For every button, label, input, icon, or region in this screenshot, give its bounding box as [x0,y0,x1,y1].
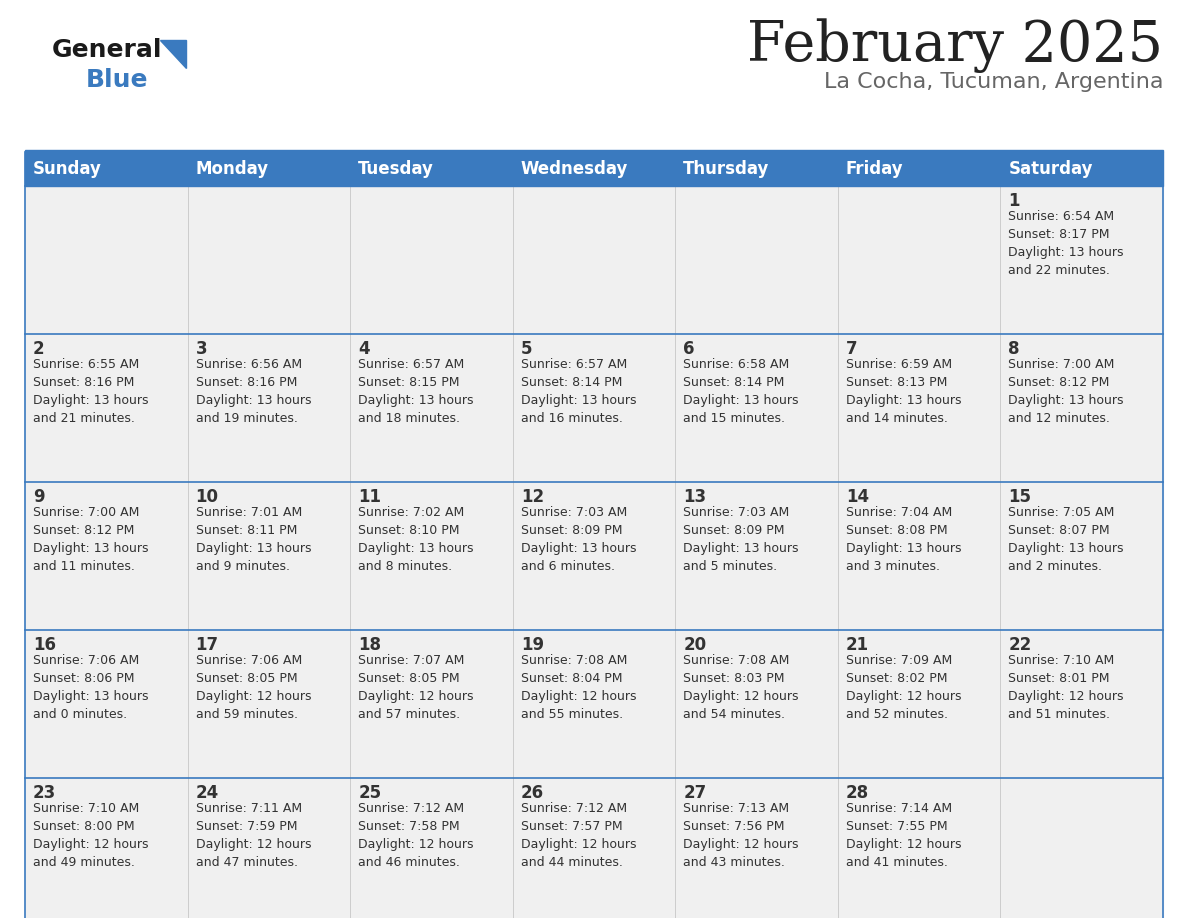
Text: Sunrise: 7:06 AM
Sunset: 8:06 PM
Daylight: 13 hours
and 0 minutes.: Sunrise: 7:06 AM Sunset: 8:06 PM Dayligh… [33,654,148,721]
Bar [25,150,1163,152]
Text: Sunrise: 6:59 AM
Sunset: 8:13 PM
Daylight: 13 hours
and 14 minutes.: Sunrise: 6:59 AM Sunset: 8:13 PM Dayligh… [846,358,961,425]
Text: Sunrise: 7:13 AM
Sunset: 7:56 PM
Daylight: 12 hours
and 43 minutes.: Sunrise: 7:13 AM Sunset: 7:56 PM Dayligh… [683,802,798,869]
Text: 19: 19 [520,636,544,654]
Text: 8: 8 [1009,340,1020,358]
Text: 22: 22 [1009,636,1031,654]
Text: 16: 16 [33,636,56,654]
Text: Sunrise: 7:03 AM
Sunset: 8:09 PM
Daylight: 13 hours
and 5 minutes.: Sunrise: 7:03 AM Sunset: 8:09 PM Dayligh… [683,506,798,573]
Text: Sunday: Sunday [33,160,102,178]
Text: 21: 21 [846,636,868,654]
Text: Sunrise: 7:00 AM
Sunset: 8:12 PM
Daylight: 13 hours
and 11 minutes.: Sunrise: 7:00 AM Sunset: 8:12 PM Dayligh… [33,506,148,573]
Bar [25,186,1163,334]
Text: Monday: Monday [196,160,268,178]
Text: 23: 23 [33,784,56,802]
Text: Wednesday: Wednesday [520,160,628,178]
Text: 27: 27 [683,784,707,802]
Text: Sunrise: 7:14 AM
Sunset: 7:55 PM
Daylight: 12 hours
and 41 minutes.: Sunrise: 7:14 AM Sunset: 7:55 PM Dayligh… [846,802,961,869]
Text: Sunrise: 6:57 AM
Sunset: 8:15 PM
Daylight: 13 hours
and 18 minutes.: Sunrise: 6:57 AM Sunset: 8:15 PM Dayligh… [358,358,474,425]
Text: 24: 24 [196,784,219,802]
Text: Sunrise: 6:57 AM
Sunset: 8:14 PM
Daylight: 13 hours
and 16 minutes.: Sunrise: 6:57 AM Sunset: 8:14 PM Dayligh… [520,358,637,425]
Text: Sunrise: 7:05 AM
Sunset: 8:07 PM
Daylight: 13 hours
and 2 minutes.: Sunrise: 7:05 AM Sunset: 8:07 PM Dayligh… [1009,506,1124,573]
Text: Friday: Friday [846,160,904,178]
Bar [25,630,1163,778]
Text: Tuesday: Tuesday [358,160,434,178]
Text: 2: 2 [33,340,45,358]
Text: 1: 1 [1009,192,1020,210]
Text: 15: 15 [1009,488,1031,506]
Text: 6: 6 [683,340,695,358]
Text: Sunrise: 7:09 AM
Sunset: 8:02 PM
Daylight: 12 hours
and 52 minutes.: Sunrise: 7:09 AM Sunset: 8:02 PM Dayligh… [846,654,961,721]
Text: Sunrise: 7:01 AM
Sunset: 8:11 PM
Daylight: 13 hours
and 9 minutes.: Sunrise: 7:01 AM Sunset: 8:11 PM Dayligh… [196,506,311,573]
Text: Sunrise: 7:03 AM
Sunset: 8:09 PM
Daylight: 13 hours
and 6 minutes.: Sunrise: 7:03 AM Sunset: 8:09 PM Dayligh… [520,506,637,573]
Text: Thursday: Thursday [683,160,770,178]
Text: Sunrise: 7:10 AM
Sunset: 8:00 PM
Daylight: 12 hours
and 49 minutes.: Sunrise: 7:10 AM Sunset: 8:00 PM Dayligh… [33,802,148,869]
Text: 17: 17 [196,636,219,654]
Text: Sunrise: 7:06 AM
Sunset: 8:05 PM
Daylight: 12 hours
and 59 minutes.: Sunrise: 7:06 AM Sunset: 8:05 PM Dayligh… [196,654,311,721]
Text: 12: 12 [520,488,544,506]
Text: Sunrise: 7:02 AM
Sunset: 8:10 PM
Daylight: 13 hours
and 8 minutes.: Sunrise: 7:02 AM Sunset: 8:10 PM Dayligh… [358,506,474,573]
Text: La Cocha, Tucuman, Argentina: La Cocha, Tucuman, Argentina [823,72,1163,92]
Text: 28: 28 [846,784,868,802]
Text: 25: 25 [358,784,381,802]
Text: Sunrise: 7:12 AM
Sunset: 7:57 PM
Daylight: 12 hours
and 44 minutes.: Sunrise: 7:12 AM Sunset: 7:57 PM Dayligh… [520,802,637,869]
Text: 20: 20 [683,636,707,654]
Text: 9: 9 [33,488,45,506]
Text: 13: 13 [683,488,707,506]
Text: 18: 18 [358,636,381,654]
Text: 3: 3 [196,340,207,358]
Text: Sunrise: 7:10 AM
Sunset: 8:01 PM
Daylight: 12 hours
and 51 minutes.: Sunrise: 7:10 AM Sunset: 8:01 PM Dayligh… [1009,654,1124,721]
Text: General: General [52,38,163,62]
Text: Sunrise: 7:08 AM
Sunset: 8:04 PM
Daylight: 12 hours
and 55 minutes.: Sunrise: 7:08 AM Sunset: 8:04 PM Dayligh… [520,654,637,721]
Text: Sunrise: 7:04 AM
Sunset: 8:08 PM
Daylight: 13 hours
and 3 minutes.: Sunrise: 7:04 AM Sunset: 8:08 PM Dayligh… [846,506,961,573]
Text: February 2025: February 2025 [747,18,1163,73]
Text: 10: 10 [196,488,219,506]
Text: Sunrise: 7:00 AM
Sunset: 8:12 PM
Daylight: 13 hours
and 12 minutes.: Sunrise: 7:00 AM Sunset: 8:12 PM Dayligh… [1009,358,1124,425]
Text: Blue: Blue [86,68,148,92]
Bar [25,334,1163,482]
Text: Sunrise: 7:07 AM
Sunset: 8:05 PM
Daylight: 12 hours
and 57 minutes.: Sunrise: 7:07 AM Sunset: 8:05 PM Dayligh… [358,654,474,721]
Polygon shape [160,40,187,68]
Text: 14: 14 [846,488,868,506]
Text: Sunrise: 6:54 AM
Sunset: 8:17 PM
Daylight: 13 hours
and 22 minutes.: Sunrise: 6:54 AM Sunset: 8:17 PM Dayligh… [1009,210,1124,277]
Text: Sunrise: 6:58 AM
Sunset: 8:14 PM
Daylight: 13 hours
and 15 minutes.: Sunrise: 6:58 AM Sunset: 8:14 PM Dayligh… [683,358,798,425]
Text: Sunrise: 6:55 AM
Sunset: 8:16 PM
Daylight: 13 hours
and 21 minutes.: Sunrise: 6:55 AM Sunset: 8:16 PM Dayligh… [33,358,148,425]
Text: Sunrise: 7:12 AM
Sunset: 7:58 PM
Daylight: 12 hours
and 46 minutes.: Sunrise: 7:12 AM Sunset: 7:58 PM Dayligh… [358,802,474,869]
Bar [25,482,1163,630]
Text: Saturday: Saturday [1009,160,1093,178]
Text: 7: 7 [846,340,858,358]
Text: 4: 4 [358,340,369,358]
Text: Sunrise: 6:56 AM
Sunset: 8:16 PM
Daylight: 13 hours
and 19 minutes.: Sunrise: 6:56 AM Sunset: 8:16 PM Dayligh… [196,358,311,425]
Text: Sunrise: 7:11 AM
Sunset: 7:59 PM
Daylight: 12 hours
and 47 minutes.: Sunrise: 7:11 AM Sunset: 7:59 PM Dayligh… [196,802,311,869]
Text: Sunrise: 7:08 AM
Sunset: 8:03 PM
Daylight: 12 hours
and 54 minutes.: Sunrise: 7:08 AM Sunset: 8:03 PM Dayligh… [683,654,798,721]
Text: 5: 5 [520,340,532,358]
Text: 11: 11 [358,488,381,506]
Bar [25,152,1163,186]
Text: 26: 26 [520,784,544,802]
Bar [25,778,1163,918]
